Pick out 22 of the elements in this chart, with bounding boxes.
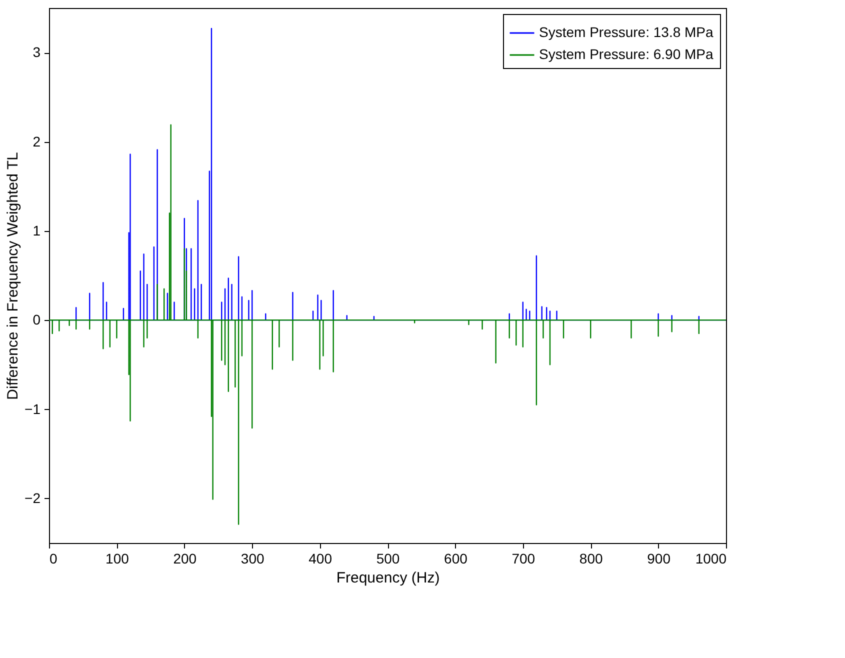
x-tick-label: 300 (240, 550, 264, 566)
x-tick-label: 900 (647, 550, 671, 566)
legend-label: System Pressure: 13.8 MPa (539, 24, 714, 40)
y-tick-label: −1 (24, 400, 41, 417)
y-axis-title: Difference in Frequency Weighted TL (4, 152, 22, 400)
y-tick-label: −2 (24, 490, 41, 506)
y-tick-label: 0 (32, 312, 41, 328)
line-series (49, 124, 726, 525)
x-tick-label: 400 (308, 550, 332, 566)
y-tick-label: 2 (32, 133, 41, 150)
x-tick-label: 200 (173, 550, 197, 566)
y-tick-label: 3 (32, 44, 41, 60)
x-tick-label: 0 (50, 550, 58, 566)
x-tick-label: 1000 (695, 550, 727, 566)
x-axis-title: Frequency (Hz) (336, 570, 440, 586)
x-tick-label: 800 (579, 550, 603, 566)
x-tick-label: 700 (512, 550, 536, 566)
x-tick-label: 100 (106, 550, 130, 566)
legend-label: System Pressure: 6.90 MPa (539, 46, 714, 62)
x-tick-label: 600 (444, 550, 468, 566)
y-tick-label: 1 (32, 222, 41, 238)
x-tick-label: 500 (376, 550, 400, 566)
